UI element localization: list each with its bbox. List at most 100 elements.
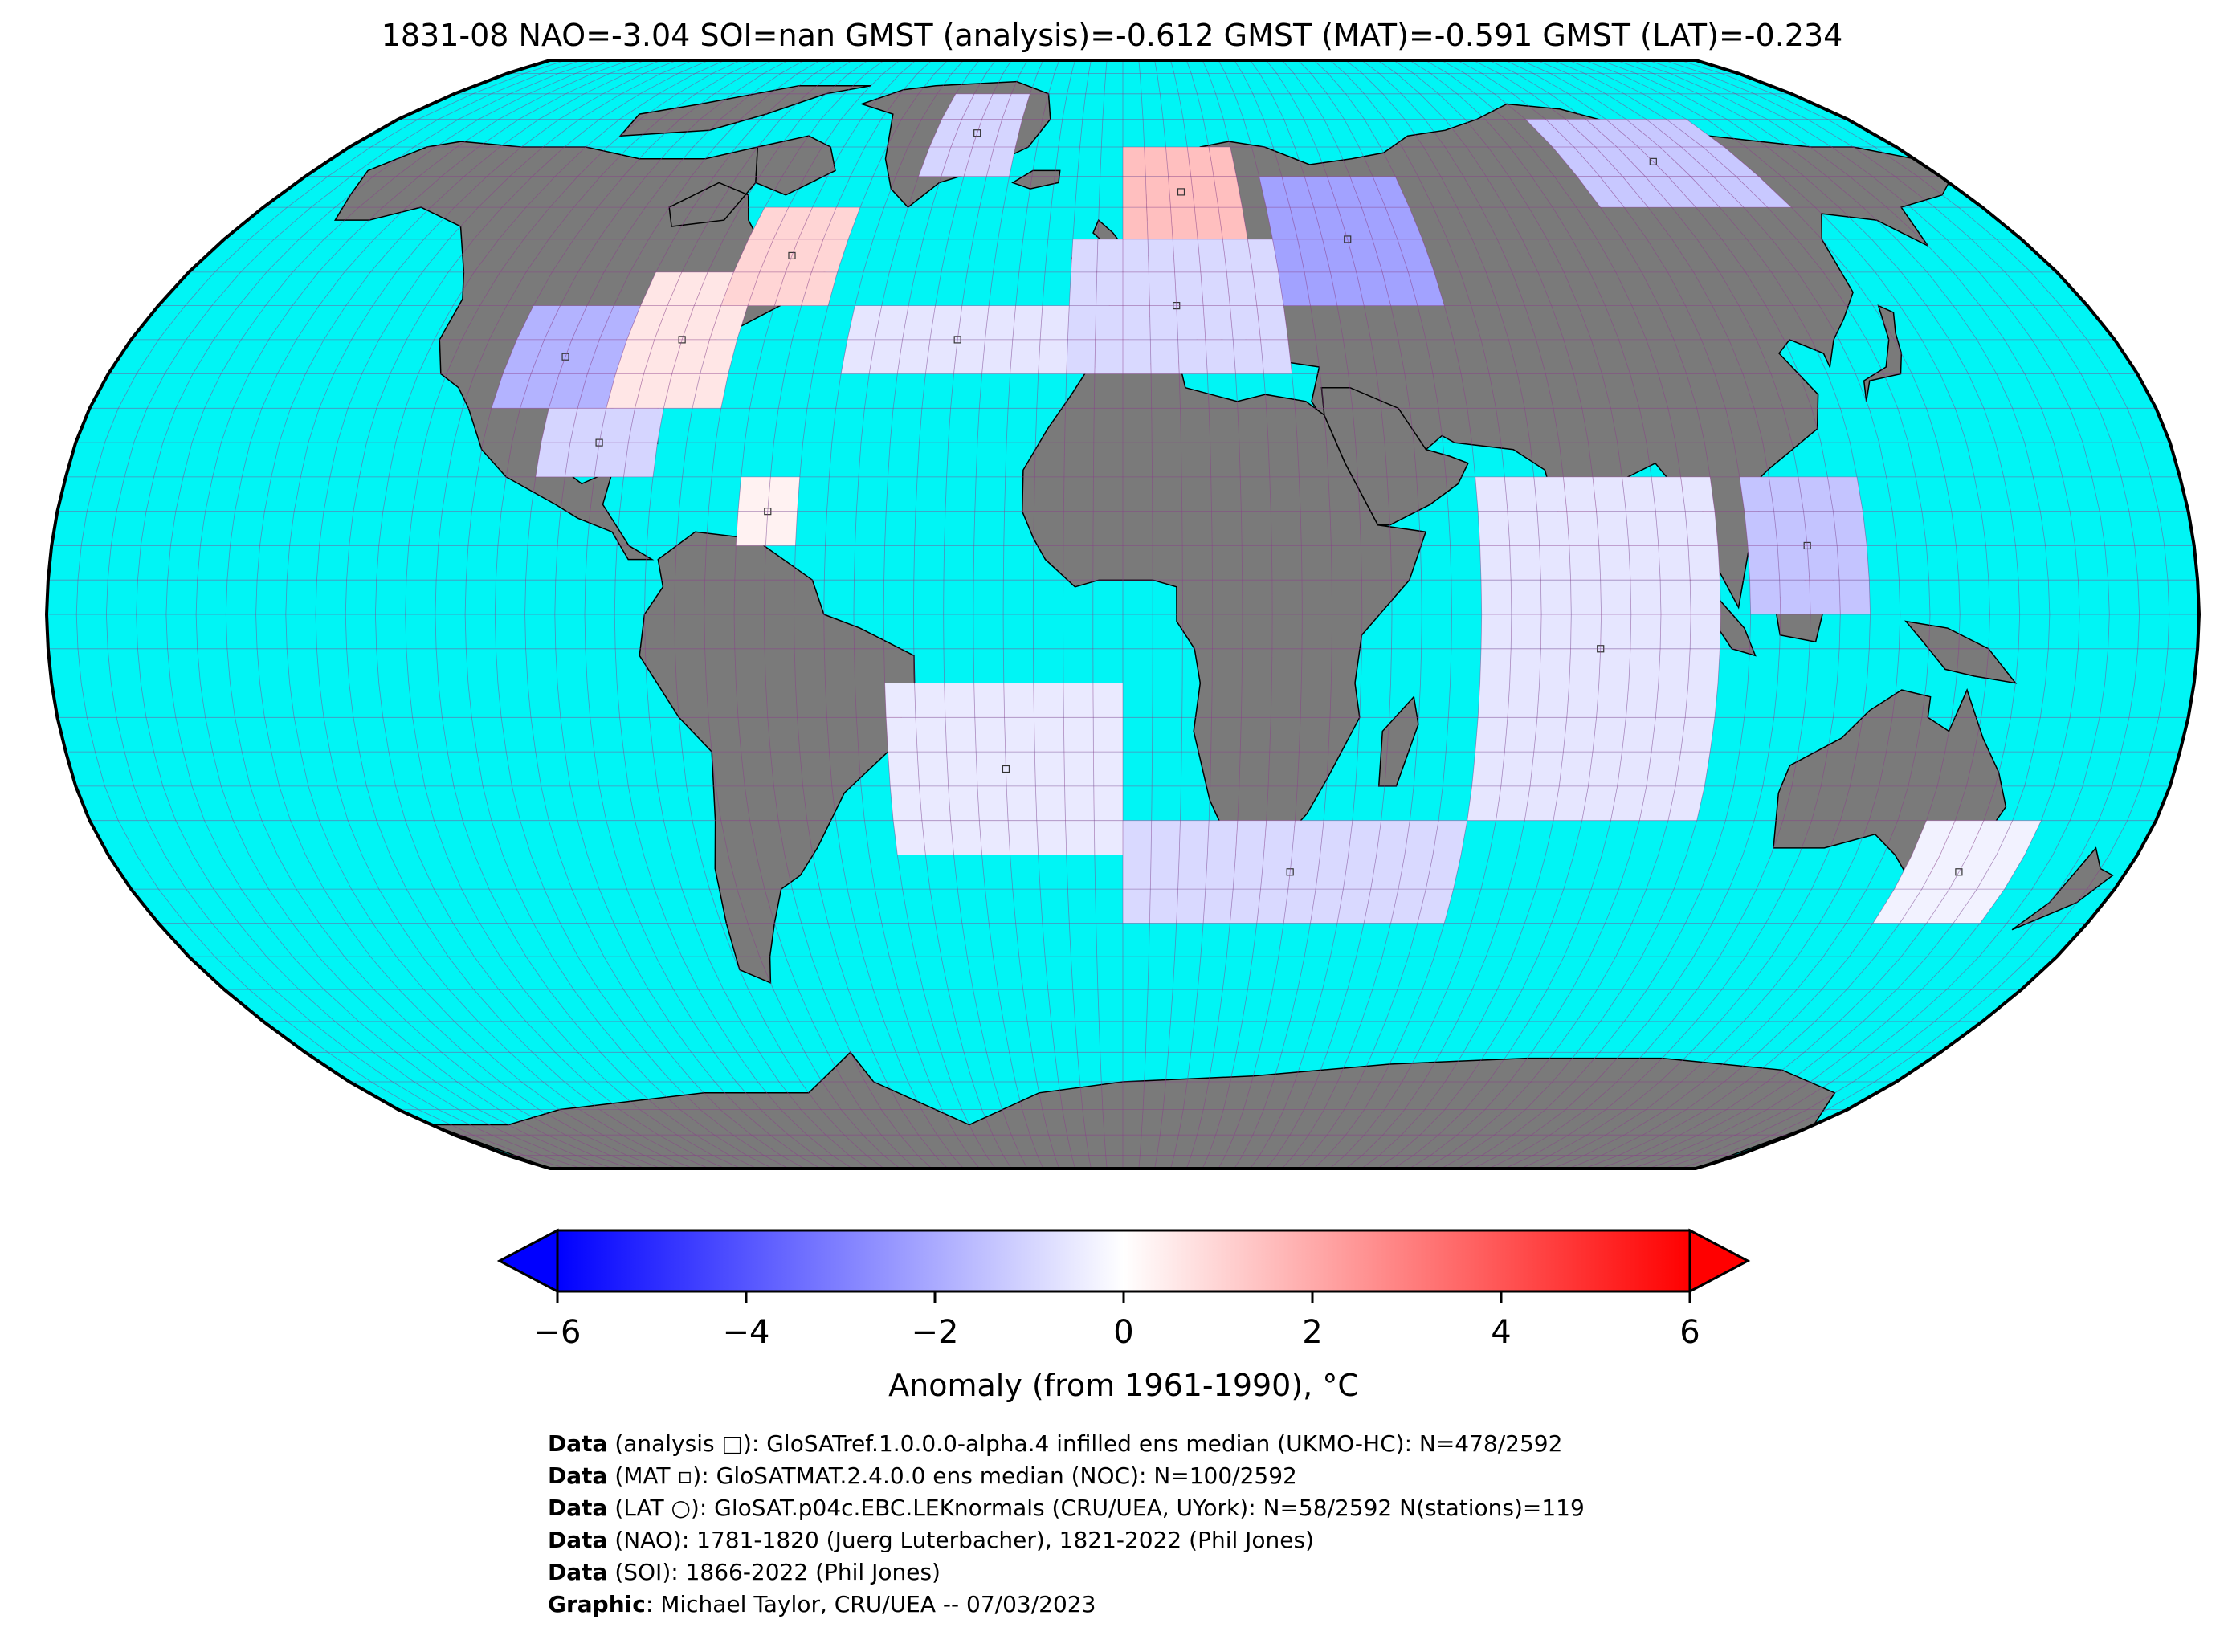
anomaly-cell: [1148, 239, 1175, 272]
anomaly-cell: [798, 207, 837, 239]
anomaly-cell: [1626, 119, 1682, 147]
anomaly-cell: [1336, 889, 1371, 924]
anomaly-cell: [1667, 176, 1720, 208]
anomaly-cell: [1034, 752, 1065, 786]
anomaly-cell: [1600, 580, 1631, 614]
anomaly-cell: [663, 373, 700, 409]
anomaly-cell: [1504, 476, 1537, 512]
credit-label: Data: [548, 1430, 608, 1457]
anomaly-cell: [1063, 717, 1094, 753]
anomaly-cell: [1404, 820, 1439, 855]
anomaly-cell: [1622, 176, 1672, 208]
anomaly-cell: [1626, 511, 1659, 546]
anomaly-cell: [1595, 146, 1646, 177]
anomaly-cell: [1256, 305, 1288, 340]
anomaly-cell: [1570, 580, 1602, 614]
anomaly-cell: [1292, 820, 1324, 855]
credit-text: (analysis □): GloSATref.1.0.0.0-alpha.4 …: [607, 1430, 1563, 1457]
anomaly-cell: [1655, 511, 1688, 546]
anomaly-cell: [929, 305, 962, 340]
anomaly-cell: [945, 717, 977, 753]
anomaly-cell: [559, 339, 600, 374]
anomaly-cell: [1313, 207, 1348, 239]
colorbar-tick-label: 6: [1679, 1314, 1700, 1351]
anomaly-cell: [1322, 239, 1357, 272]
anomaly-cell: [1703, 146, 1759, 177]
credit-line: Data (NAO): 1781-1820 (Juerg Luterbacher…: [548, 1524, 1585, 1556]
anomaly-cell: [1598, 648, 1630, 683]
anomaly-cell: [1252, 271, 1284, 306]
anomaly-cell: [1327, 176, 1362, 208]
anomaly-cell: [917, 752, 949, 786]
anomaly-cell: [737, 476, 771, 512]
anomaly-cell: [1177, 339, 1208, 374]
anomaly-cell: [1651, 476, 1686, 512]
anomaly-cell: [925, 339, 958, 374]
anomaly-cell: [1398, 855, 1433, 890]
anomaly-cell: [1559, 752, 1593, 786]
anomaly-cell: [1628, 545, 1661, 581]
anomaly-cell: [1230, 305, 1261, 340]
anomaly-cell: [1666, 119, 1724, 147]
anomaly-cell: [1839, 580, 1871, 614]
anomaly-cell: [1095, 305, 1123, 340]
anomaly-cell: [587, 339, 627, 374]
anomaly-cell: [1592, 717, 1626, 753]
anomaly-cell: [1566, 683, 1599, 718]
anomaly-cell: [1539, 648, 1571, 683]
anomaly-cell: [1504, 717, 1537, 753]
anomaly-cell: [623, 443, 658, 477]
colorbar-tick-label: 0: [1113, 1314, 1133, 1351]
anomaly-cell: [1977, 855, 2025, 890]
anomaly-cell: [1006, 785, 1037, 821]
anomaly-cell: [1610, 785, 1647, 821]
anomaly-cell: [1065, 820, 1095, 855]
anomaly-cell: [1417, 889, 1454, 924]
anomaly-cell: [1536, 511, 1569, 546]
anomaly-cell: [1343, 855, 1377, 890]
anomaly-cell: [1596, 683, 1629, 718]
anomaly-cell: [1996, 820, 2042, 855]
anomaly-cell: [1478, 683, 1510, 718]
land-south-america: [639, 531, 916, 985]
anomaly-cell: [1123, 855, 1152, 890]
anomaly-cell: [1190, 176, 1218, 208]
anomaly-cell: [1272, 239, 1305, 272]
anomaly-cell: [628, 408, 664, 443]
anomaly-cell: [976, 752, 1007, 786]
anomaly-cell: [733, 239, 773, 272]
anomaly-cell: [1552, 146, 1600, 177]
anomaly-cell: [1071, 239, 1098, 272]
anomaly-cell: [1638, 146, 1691, 177]
anomaly-cell: [1566, 511, 1599, 546]
anomaly-cell: [1233, 339, 1264, 374]
anomaly-cell: [1233, 855, 1264, 890]
anomaly-cell: [1530, 752, 1564, 786]
colorbar-tick-label: 4: [1491, 1314, 1511, 1351]
anomaly-cell: [961, 93, 994, 120]
anomaly-cell: [1187, 146, 1214, 177]
anomaly-cell: [902, 305, 936, 340]
anomaly-cell: [1803, 511, 1838, 546]
credit-line: Data (LAT ○): GloSAT.p04c.EBC.LEKnormals…: [548, 1492, 1585, 1524]
credit-text: : Michael Taylor, CRU/UEA -- 07/03/2023: [645, 1591, 1096, 1617]
anomaly-cell: [1509, 648, 1541, 683]
anomaly-cell: [1479, 648, 1512, 683]
anomaly-cell: [1926, 889, 1977, 924]
anomaly-cell: [847, 305, 882, 340]
observation-marker: [1955, 868, 1963, 876]
anomaly-cell: [1573, 146, 1623, 177]
anomaly-cell: [979, 820, 1010, 855]
anomaly-cell: [1208, 146, 1237, 177]
anomaly-cell: [786, 239, 824, 272]
anomaly-cell: [981, 93, 1012, 120]
anomaly-cell: [1467, 785, 1501, 821]
anomaly-cell: [1297, 239, 1331, 272]
anomaly-cell: [1063, 752, 1094, 786]
anomaly-cell: [1713, 176, 1768, 208]
anomaly-cell: [1475, 717, 1508, 753]
anomaly-cell: [1145, 176, 1171, 208]
anomaly-cell: [973, 683, 1005, 718]
anomaly-cell: [950, 820, 982, 855]
anomaly-cell: [1585, 119, 1638, 147]
